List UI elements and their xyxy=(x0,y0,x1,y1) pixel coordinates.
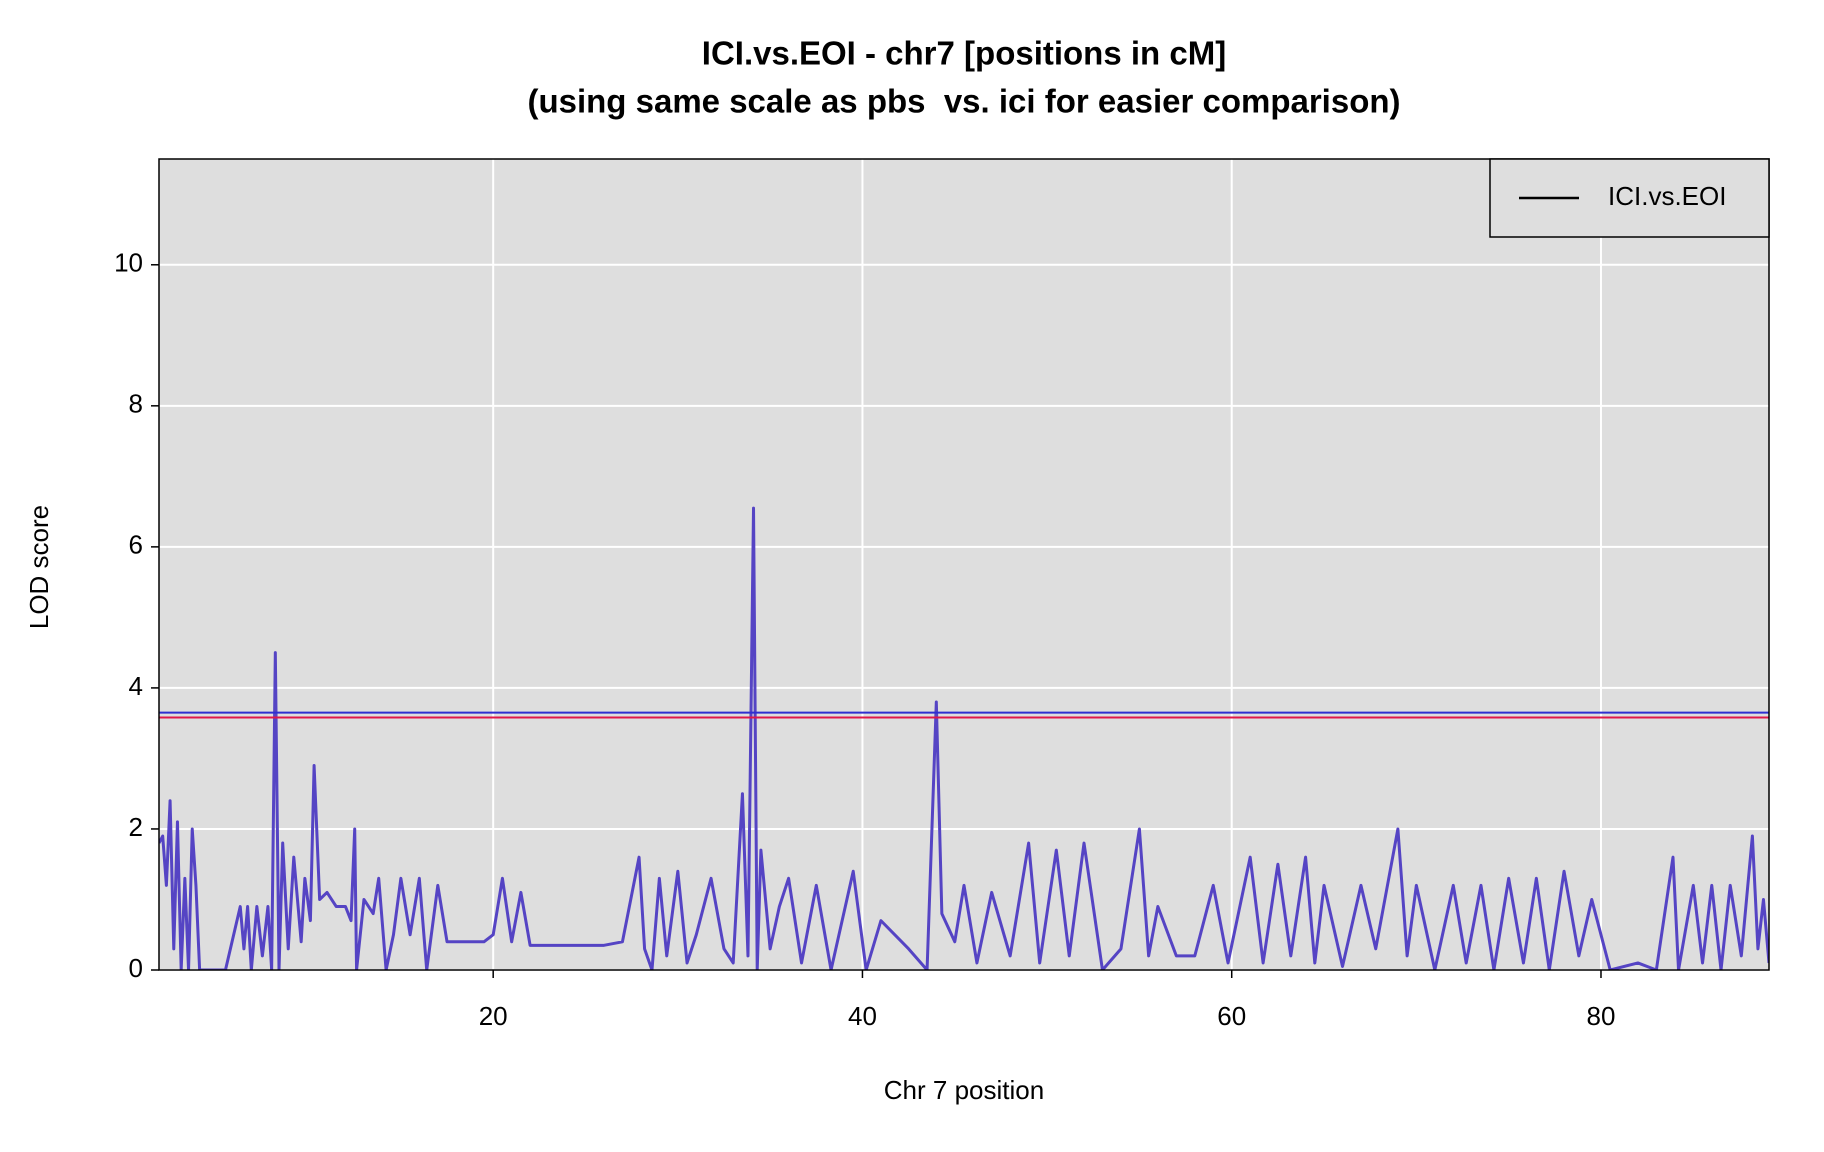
y-tick-label: 0 xyxy=(129,953,143,983)
x-tick-label: 80 xyxy=(1587,1001,1616,1031)
x-tick-label: 20 xyxy=(479,1001,508,1031)
chart-title: ICI.vs.EOI - chr7 [positions in cM] xyxy=(702,35,1226,72)
y-tick-label: 8 xyxy=(129,389,143,419)
y-tick-label: 2 xyxy=(129,812,143,842)
data-line xyxy=(159,506,1769,970)
y-tick-label: 10 xyxy=(114,248,143,278)
chart-subtitle: (using same scale as pbs vs. ici for eas… xyxy=(527,83,1400,120)
y-axis-label: LOD score xyxy=(24,505,54,629)
legend-label: ICI.vs.EOI xyxy=(1608,181,1726,211)
y-tick-label: 6 xyxy=(129,530,143,560)
plot-frame xyxy=(158,158,1770,971)
x-tick-label: 60 xyxy=(1217,1001,1246,1031)
plot-background xyxy=(159,159,1769,970)
x-tick-label: 40 xyxy=(848,1001,877,1031)
y-tick-label: 4 xyxy=(129,671,143,701)
x-axis-label: Chr 7 position xyxy=(884,1075,1044,1105)
